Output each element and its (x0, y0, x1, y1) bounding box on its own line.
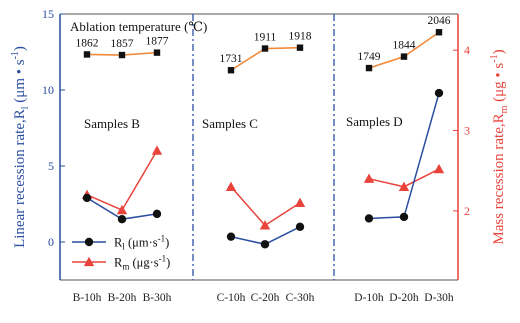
mass-rate-point (259, 220, 271, 230)
x-tick-label: B-20h (108, 292, 137, 304)
x-tick-label: C-10h (217, 292, 246, 304)
right-tick-label: 3 (464, 124, 470, 138)
mass-rate-line (230, 186, 301, 227)
temperature-point (365, 64, 373, 72)
legend-label: Rl (μm·s-1) (114, 234, 169, 252)
legend-label-sub: l (122, 242, 125, 252)
left-axis-label-text: Linear recession rate,R (12, 109, 28, 248)
temperature-value-label: 1731 (220, 53, 243, 65)
temperature-value-label: 2046 (428, 15, 451, 27)
mass-rate-point (433, 163, 445, 174)
left-axis-label-sub: l (20, 106, 31, 109)
left-tick-label: 0 (48, 235, 54, 249)
right-axis-label-unit: (μg • s (491, 63, 507, 106)
x-tick-label: D-30h (424, 292, 454, 304)
temperature-value-label: 1844 (393, 40, 416, 52)
linear-rate-point (434, 88, 444, 98)
right-axis-label: Mass recession rate,Rm (μg • s-1) (489, 49, 510, 244)
temperature-point (83, 51, 91, 58)
linear-rate-point (399, 212, 409, 222)
linear-rate-point (295, 222, 305, 231)
right-axis-label-sub: m (499, 105, 510, 113)
right-axis-label-sup: -1 (489, 54, 500, 62)
legend-label-sub: m (122, 262, 129, 272)
temperature-point (296, 44, 304, 51)
mass-rate-line (86, 150, 158, 212)
legend-label-sup: -1 (159, 254, 167, 264)
temperature-value-label: 1911 (254, 32, 277, 44)
x-tick-label: C-20h (251, 292, 280, 304)
x-tick-label: D-10h (354, 292, 384, 304)
legend-label-unit: (μg·s (129, 256, 158, 270)
legend-marker-triangle (83, 256, 95, 267)
legend-label-close: ) (166, 256, 170, 270)
temperature-point (153, 49, 161, 56)
linear-rate-point (82, 193, 92, 203)
linear-rate-point (117, 215, 127, 224)
linear-rate-line (368, 92, 440, 220)
left-axis-label-unit: (μm • s (12, 59, 28, 106)
legend-label-name: R (114, 256, 123, 270)
legend-label-close: ) (165, 236, 169, 250)
legend-label-sup: -1 (158, 234, 166, 244)
linear-rate-point (152, 209, 162, 219)
mass-rate-point (294, 197, 306, 208)
left-tick-label: 5 (48, 159, 54, 173)
linear-rate-point (364, 214, 374, 223)
mass-rate-point (151, 145, 163, 155)
left-tick-label: 15 (42, 7, 54, 21)
mass-rate-point (225, 181, 237, 191)
temperature-value-label: 1857 (111, 38, 134, 50)
right-axis-label-text: Mass recession rate,R (491, 113, 507, 244)
mass-rate-point (363, 173, 375, 183)
linear-rate-point (226, 232, 236, 241)
right-tick-label: 2 (464, 204, 470, 218)
left-axis-label-sup: -1 (10, 51, 21, 59)
right-axis-label-close: ) (491, 49, 507, 54)
legend-label-name: R (114, 236, 123, 250)
ablation-temperature-title: Ablation temperature (℃) (70, 19, 207, 34)
legend-marker-circle (84, 237, 94, 247)
left-tick-label: 10 (42, 83, 54, 97)
group-label: Samples C (202, 116, 258, 131)
x-tick-label: D-20h (389, 292, 419, 304)
temperature-point (261, 45, 269, 52)
temperature-point (118, 51, 126, 59)
legend-label: Rm (μg·s-1) (114, 254, 170, 272)
left-axis-label-close: ) (12, 46, 28, 51)
x-tick-label: B-30h (143, 292, 172, 304)
group-label: Samples B (84, 116, 140, 131)
x-tick-label: B-10h (73, 292, 102, 304)
temperature-value-label: 1749 (358, 51, 381, 63)
temperature-value-label: 1877 (146, 36, 169, 48)
temperature-value-label: 1862 (76, 37, 99, 49)
linear-rate-point (260, 240, 270, 249)
x-tick-label: C-30h (286, 292, 315, 304)
temperature-point (400, 53, 408, 60)
mass-rate-point (116, 204, 128, 215)
legend-label-unit: (μm·s (125, 236, 158, 250)
temperature-value-label: 1918 (289, 31, 312, 43)
left-axis-label: Linear recession rate,Rl (μm • s-1) (10, 46, 31, 248)
mass-rate-point (398, 181, 410, 191)
group-label: Samples D (346, 114, 403, 129)
temperature-point (227, 67, 235, 74)
temperature-point (435, 29, 443, 36)
right-tick-label: 4 (464, 43, 470, 57)
